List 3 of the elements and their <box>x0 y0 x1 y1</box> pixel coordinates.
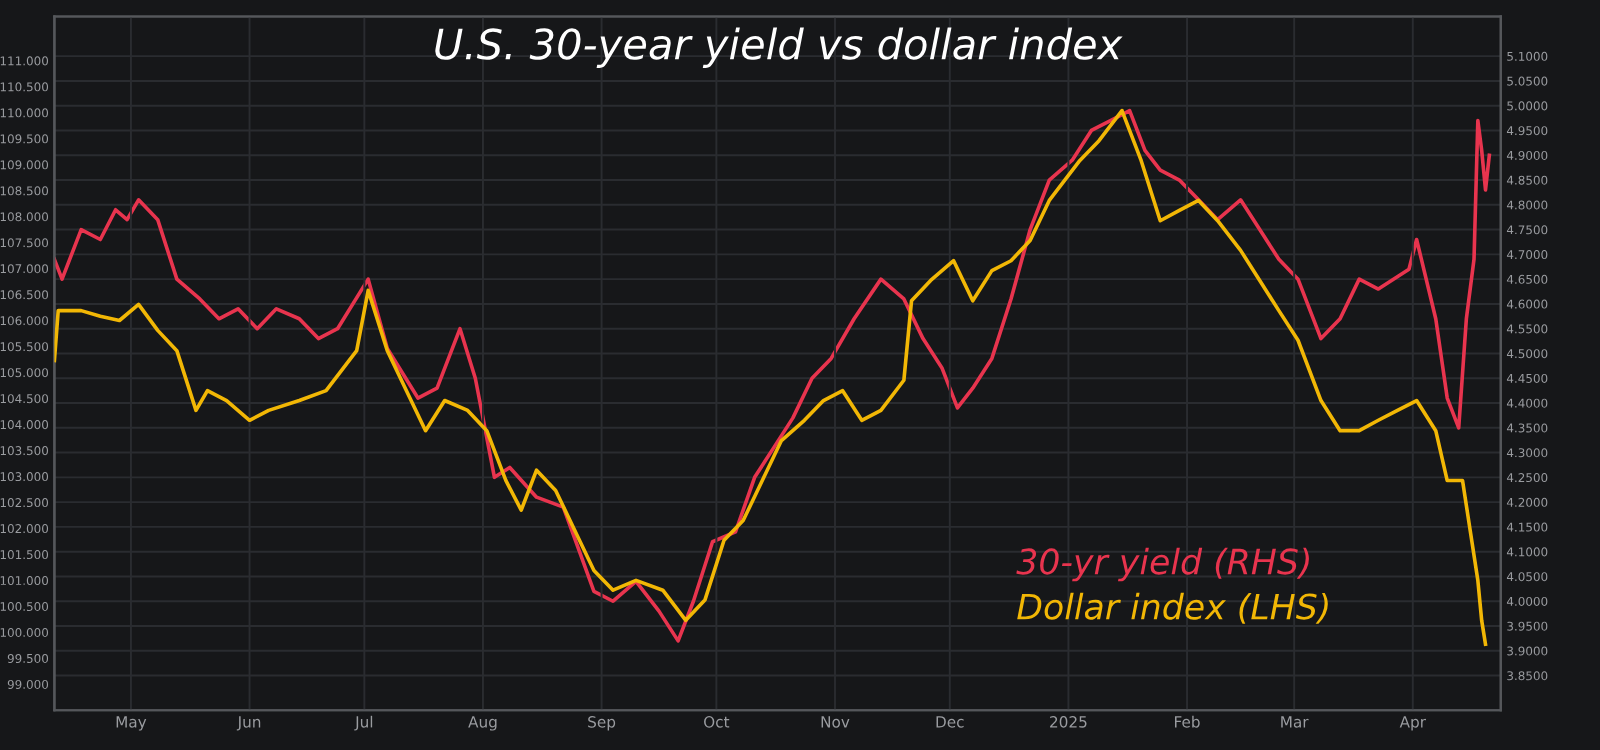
text: Dollar index (LHS) <box>1017 592 1328 624</box>
text: 30-yr yield (RHS) <box>1016 547 1309 582</box>
chart-title: U.S. 30-year yield vs dollar index <box>435 27 1123 68</box>
